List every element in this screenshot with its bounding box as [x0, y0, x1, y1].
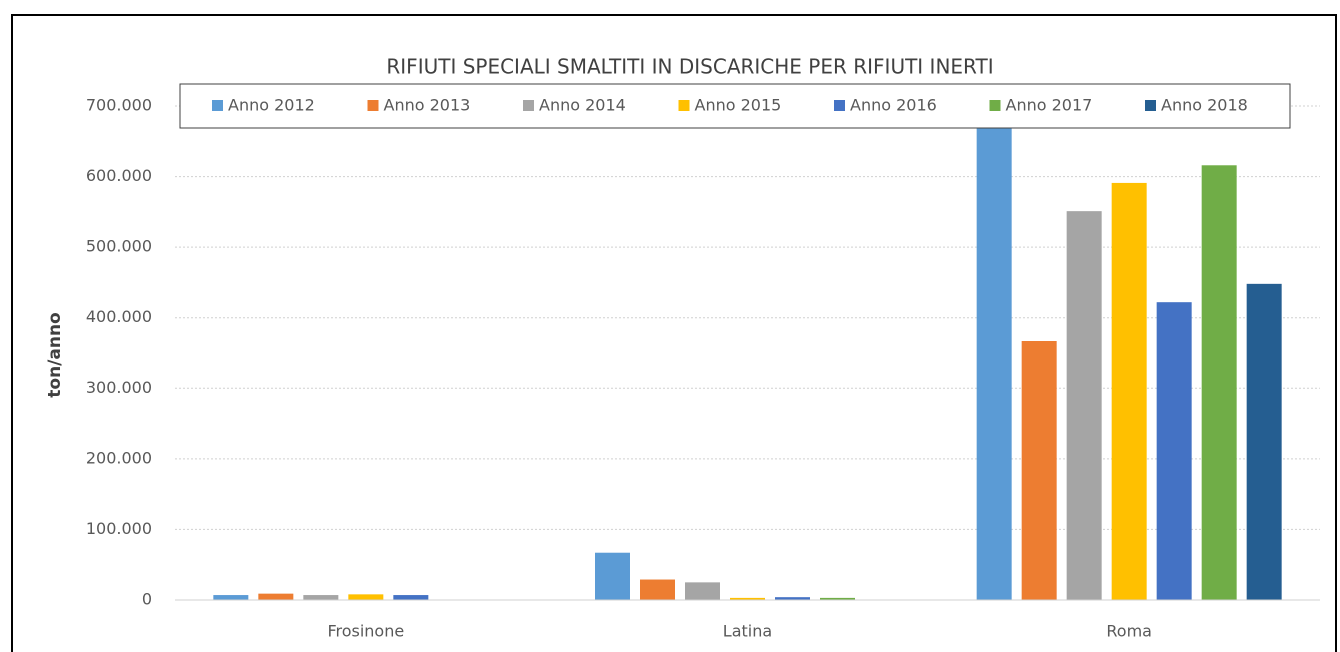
- y-tick-label: 700.000: [86, 96, 152, 115]
- legend-swatch: [212, 100, 223, 111]
- y-tick-label: 100.000: [86, 519, 152, 538]
- bar: [1111, 182, 1147, 600]
- legend-swatch: [367, 100, 379, 111]
- bar: [1021, 341, 1057, 600]
- legend-label: Anno 2014: [539, 96, 626, 115]
- legend-swatch: [989, 100, 1001, 111]
- y-tick-label: 200.000: [86, 448, 152, 467]
- bar: [976, 122, 1012, 600]
- bar: [730, 597, 765, 600]
- bar: [1201, 165, 1237, 600]
- bar: [1246, 283, 1282, 600]
- y-axis-label: ton/anno: [45, 312, 65, 397]
- bar: [1066, 211, 1102, 600]
- chart-title: RIFIUTI SPECIALI SMALTITI IN DISCARICHE …: [386, 55, 993, 79]
- bar: [303, 595, 339, 600]
- y-tick-label: 300.000: [86, 378, 152, 397]
- y-tick-label: 400.000: [86, 307, 152, 326]
- bar: [1156, 302, 1192, 600]
- legend-label: Anno 2017: [1006, 96, 1093, 115]
- bar: [775, 597, 810, 600]
- bar: [258, 593, 294, 600]
- bar: [348, 594, 384, 600]
- legend-label: Anno 2012: [228, 96, 315, 115]
- legend-swatch: [834, 100, 845, 111]
- y-tick-label: 600.000: [86, 166, 152, 185]
- legend-label: Anno 2018: [1161, 96, 1248, 115]
- legend-swatch: [1145, 100, 1156, 111]
- bar: [640, 579, 675, 600]
- legend-swatch: [678, 100, 690, 111]
- legend-label: Anno 2016: [850, 96, 937, 115]
- x-tick-label: Latina: [723, 622, 772, 641]
- y-tick-label: 0: [142, 590, 152, 609]
- bar: [213, 595, 249, 600]
- legend-label: Anno 2013: [384, 96, 471, 115]
- legend-swatch: [523, 100, 534, 111]
- legend-box: [179, 83, 1291, 129]
- x-tick-label: Roma: [1106, 622, 1152, 641]
- y-tick-label: 500.000: [86, 237, 152, 256]
- bar: [595, 552, 630, 600]
- x-tick-label: Frosinone: [327, 622, 404, 641]
- bar: [820, 597, 855, 600]
- bar: [393, 595, 429, 600]
- legend-label: Anno 2015: [695, 96, 782, 115]
- bar: [685, 582, 720, 600]
